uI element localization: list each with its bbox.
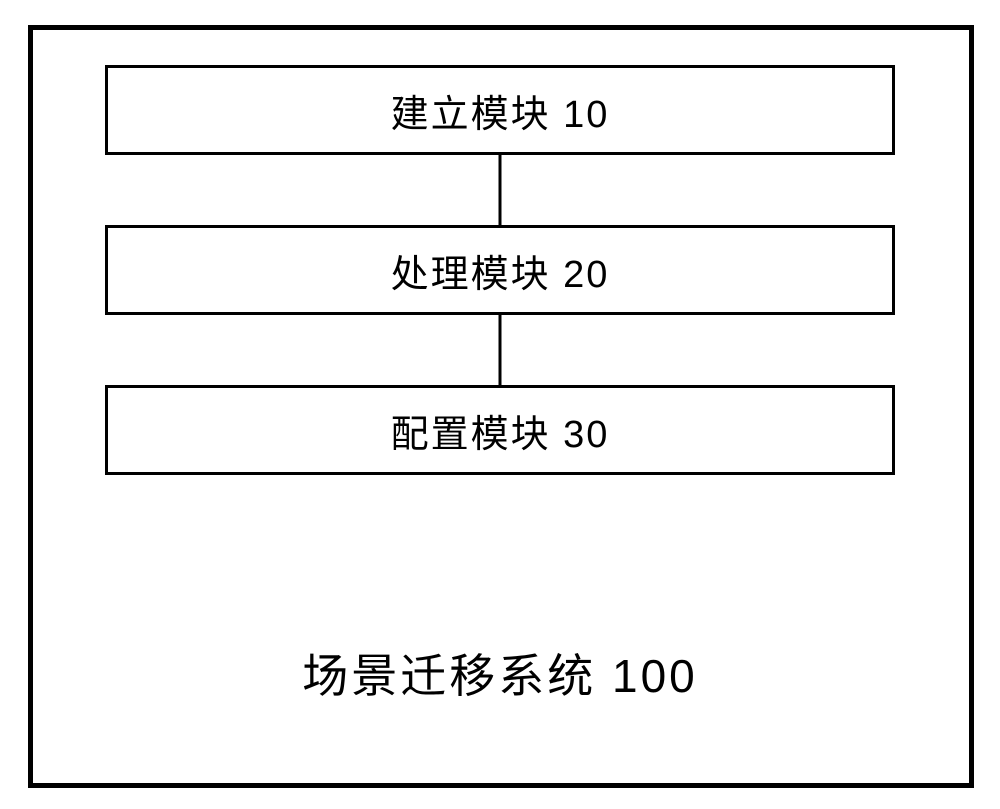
build-module-label: 建立模块 10 xyxy=(391,83,610,138)
connector-1 xyxy=(499,155,502,225)
process-module-box: 处理模块 20 xyxy=(105,225,895,315)
build-module-box: 建立模块 10 xyxy=(105,65,895,155)
config-module-box: 配置模块 30 xyxy=(105,385,895,475)
config-module-label: 配置模块 30 xyxy=(391,403,610,458)
system-title: 场景迁移系统 100 xyxy=(0,640,1000,706)
process-module-label: 处理模块 20 xyxy=(391,243,610,298)
connector-2 xyxy=(499,315,502,385)
